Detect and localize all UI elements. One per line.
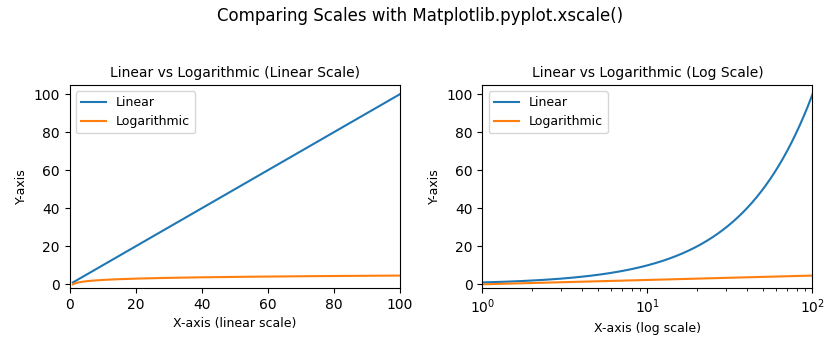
Linear [807,92,817,97]
Legend: Linear, Logarithmic: Linear, Logarithmic [76,91,195,133]
Logarithmic [244,275,255,279]
Title: Linear vs Logarithmic (Log Scale): Linear vs Logarithmic (Log Scale) [532,65,764,79]
Linear [68,280,78,285]
Line: Linear: Linear [73,94,400,282]
Linear [477,280,487,285]
Logarithmic [225,275,235,279]
Linear [793,126,803,130]
Linear [225,190,235,194]
Logarithmic [771,274,781,279]
Text: Comparing Scales with Matplotlib.pyplot.xscale(): Comparing Scales with Matplotlib.pyplot.… [217,7,623,25]
Linear [806,97,816,101]
Linear [756,190,766,194]
Line: Logarithmic: Logarithmic [482,275,812,284]
Line: Linear: Linear [482,94,812,282]
Logarithmic [477,282,487,286]
X-axis label: X-axis (linear scale): X-axis (linear scale) [173,317,297,330]
Logarithmic [807,273,817,278]
Title: Linear vs Logarithmic (Linear Scale): Linear vs Logarithmic (Linear Scale) [110,65,360,79]
Linear [386,97,396,101]
Y-axis label: Y-axis: Y-axis [15,169,28,204]
Linear [764,178,774,183]
Logarithmic [395,273,405,278]
Linear [395,92,405,97]
Linear [771,168,781,173]
Logarithmic [223,275,234,279]
Logarithmic [336,274,346,278]
Y-axis label: Y-axis: Y-axis [428,169,441,204]
Logarithmic [386,273,396,278]
Logarithmic [806,273,816,278]
Logarithmic [68,282,78,286]
Linear [336,126,346,130]
Logarithmic [756,275,766,279]
Logarithmic [262,274,272,279]
X-axis label: X-axis (log scale): X-axis (log scale) [594,322,701,335]
Logarithmic [755,275,765,279]
Linear [244,178,255,183]
Legend: Linear, Logarithmic: Linear, Logarithmic [489,91,608,133]
Linear [262,168,272,173]
Logarithmic [793,274,803,278]
Line: Logarithmic: Logarithmic [73,275,400,284]
Logarithmic [764,275,774,279]
Linear [755,191,765,195]
Linear [223,191,234,195]
